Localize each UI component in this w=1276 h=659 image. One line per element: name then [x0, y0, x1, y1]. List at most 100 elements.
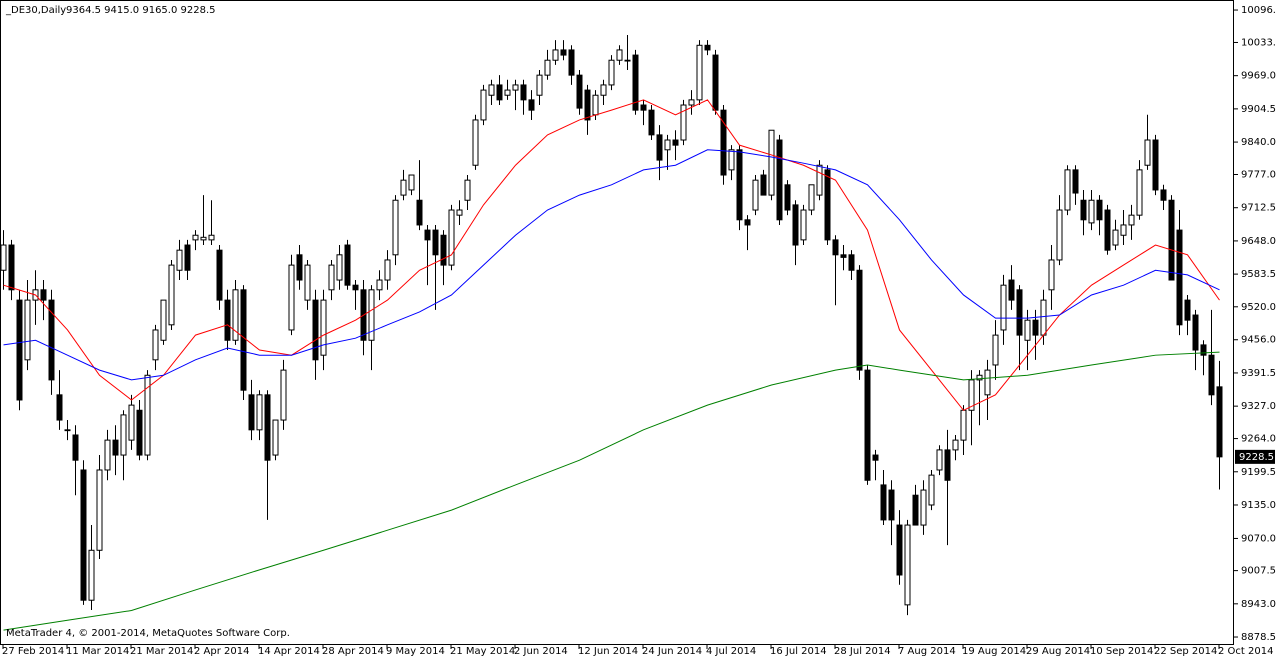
candle-body-down — [584, 89, 591, 121]
candle-body-up — [1136, 169, 1143, 216]
candle-body-down — [720, 109, 727, 176]
x-tick-label: 29 Aug 2014 — [1026, 646, 1090, 657]
y-tick-label: 9969.0 — [1241, 71, 1276, 82]
candle-body-down — [872, 454, 879, 461]
candle-body-up — [504, 89, 511, 96]
y-tick-label: 9199.5 — [1241, 467, 1276, 478]
candle-body-up — [904, 524, 911, 606]
candle-body-down — [112, 439, 119, 456]
candle-body-down — [1032, 319, 1039, 336]
candle-body-down — [744, 219, 751, 226]
candle-body-down — [1200, 344, 1207, 356]
candle-body-up — [280, 369, 287, 421]
x-tick-label: 27 Feb 2014 — [2, 646, 64, 657]
y-tick-label: 9135.0 — [1241, 500, 1276, 511]
candle-body-down — [1192, 314, 1199, 351]
y-tick-label: 9583.5 — [1241, 269, 1276, 280]
x-tick-label: 9 May 2014 — [386, 646, 445, 657]
x-tick-label: 2 Oct 2014 — [1218, 646, 1273, 657]
candle-body-up — [1024, 319, 1031, 341]
candle-body-up — [624, 59, 631, 62]
candle-body-up — [376, 279, 383, 291]
candle-body-down — [944, 449, 951, 481]
x-tick-label: 12 Jun 2014 — [578, 646, 638, 657]
candle-body-up — [808, 184, 815, 211]
candle-body-up — [960, 409, 967, 441]
candle-body-down — [440, 234, 447, 266]
candle-body-down — [864, 369, 871, 481]
y-tick-label: 9456.0 — [1241, 335, 1276, 346]
y-tick-label: 9840.0 — [1241, 137, 1276, 148]
candle-body-up — [816, 164, 823, 196]
candle-body-down — [1160, 189, 1167, 201]
candle-body-up — [232, 289, 239, 341]
candle-body-up — [984, 369, 991, 396]
candle-body-up — [96, 469, 103, 551]
x-tick-label: 28 Jul 2014 — [834, 646, 891, 657]
x-tick-label: 28 Apr 2014 — [322, 646, 384, 657]
candle-body-down — [344, 244, 351, 286]
x-tick-label: 24 Jun 2014 — [642, 646, 702, 657]
candle-body-up — [768, 129, 775, 196]
candle-body-up — [24, 299, 31, 361]
candle-body-up — [200, 236, 207, 241]
candle-body-up — [680, 104, 687, 141]
candle-body-up — [320, 299, 327, 356]
candle-body-up — [608, 59, 615, 86]
y-tick-label: 9904.5 — [1241, 104, 1276, 115]
candle-body-down — [240, 289, 247, 391]
candle-body-down — [560, 49, 567, 56]
candle-body-down — [432, 229, 439, 256]
x-tick-label: 19 Aug 2014 — [962, 646, 1026, 657]
candle-body-down — [136, 409, 143, 456]
candle-body-down — [184, 244, 191, 271]
last-price-label: 9228.5 — [1239, 452, 1274, 463]
candle-body-down — [1168, 199, 1175, 281]
candle-body-up — [384, 259, 391, 281]
last-price-tag — [1235, 449, 1275, 464]
y-tick-label: 9327.0 — [1241, 401, 1276, 412]
y-tick-label: 9777.0 — [1241, 170, 1276, 181]
candle-body-down — [632, 54, 639, 111]
candle-body-down — [832, 239, 839, 256]
candle-body-up — [1144, 139, 1151, 166]
y-tick-label: 10033.5 — [1241, 37, 1276, 48]
candle-body-down — [1104, 209, 1111, 251]
x-tick-label: 22 Sep 2014 — [1154, 646, 1217, 657]
y-tick-label: 10096.5 — [1241, 5, 1276, 16]
candle-body-up — [512, 84, 519, 91]
candle-body-down — [224, 299, 231, 341]
candle-body-up — [192, 234, 199, 241]
candle-body-down — [648, 109, 655, 136]
candle-body-up — [728, 149, 735, 171]
candle-body-up — [208, 234, 215, 241]
candle-body-down — [880, 484, 887, 521]
candle-body-down — [856, 269, 863, 371]
candle-body-down — [1096, 199, 1103, 221]
x-tick-label: 21 Mar 2014 — [130, 646, 193, 657]
candle-body-up — [392, 199, 399, 256]
candle-body-down — [8, 244, 15, 291]
candle-body-down — [840, 254, 847, 258]
candle-body-up — [752, 179, 759, 211]
candle-body-up — [920, 489, 927, 526]
x-tick-label: 16 Jul 2014 — [770, 646, 827, 657]
x-tick-label: 14 Apr 2014 — [258, 646, 320, 657]
candle-body-down — [640, 104, 647, 111]
candle-body-up — [992, 334, 999, 366]
y-tick-label: 9070.0 — [1241, 533, 1276, 544]
candle-body-up — [144, 374, 151, 456]
candle-body-up — [552, 49, 559, 61]
candle-body-down — [896, 524, 903, 576]
y-tick-label: 9520.0 — [1241, 302, 1276, 313]
candle-body-down — [792, 204, 799, 246]
candle-body-up — [1056, 209, 1063, 261]
x-tick-label: 10 Sep 2014 — [1090, 646, 1153, 657]
candle-body-down — [40, 289, 47, 301]
candle-body-up — [152, 329, 159, 361]
candle-body-down — [888, 489, 895, 521]
candle-body-up — [1000, 284, 1007, 331]
candle-body-down — [824, 169, 831, 241]
candle-body-up — [256, 394, 263, 431]
